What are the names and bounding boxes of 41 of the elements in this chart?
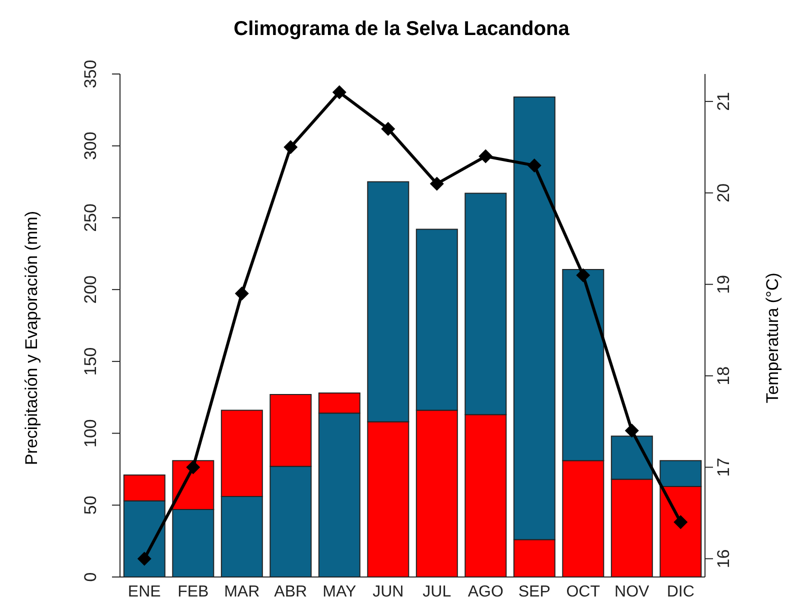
point bbox=[576, 268, 590, 282]
y-tick-label: 100 bbox=[81, 419, 100, 448]
y2-tick-label: 19 bbox=[714, 274, 733, 294]
y-axis-title: Precipitación y Evaporación (mm) bbox=[22, 210, 42, 466]
point bbox=[284, 140, 298, 154]
point bbox=[674, 515, 688, 530]
point bbox=[624, 424, 639, 438]
y2-axis-title: Temperatura (°C) bbox=[763, 272, 783, 404]
y2-tick-label: 18 bbox=[714, 366, 733, 386]
x-tick-label: DIC bbox=[666, 583, 694, 600]
x-tick-label: ENE bbox=[128, 583, 161, 600]
x-tick-label: JUN bbox=[372, 583, 404, 600]
x-tick-label: MAY bbox=[322, 583, 356, 600]
y-tick-label: 150 bbox=[81, 347, 100, 376]
y2-tick-label: 17 bbox=[714, 458, 733, 477]
point bbox=[186, 460, 200, 474]
x-tick-label: NOV bbox=[614, 583, 650, 600]
y2-tick-label: 21 bbox=[714, 92, 733, 111]
point bbox=[234, 286, 249, 300]
y-tick-label: 0 bbox=[81, 572, 100, 582]
point bbox=[137, 552, 152, 566]
point bbox=[430, 176, 444, 191]
x-tick-label: SEP bbox=[518, 583, 550, 600]
x-tick-label: AGO bbox=[468, 583, 504, 600]
x-tick-label: ABR bbox=[274, 583, 308, 600]
point bbox=[527, 158, 542, 172]
point bbox=[381, 122, 396, 136]
y-tick-label: 200 bbox=[81, 275, 100, 304]
x-tick-label: MAR bbox=[224, 583, 260, 600]
x-tick-label: OCT bbox=[566, 583, 600, 600]
chart-title: Climograma de la Selva Lacandona bbox=[232, 18, 570, 41]
y-tick-label: 50 bbox=[81, 496, 100, 515]
y2-tick-label: 20 bbox=[714, 183, 733, 202]
x-tick-label: FEB bbox=[178, 583, 209, 600]
x-tick-label: JUL bbox=[422, 583, 452, 600]
y-tick-label: 350 bbox=[81, 60, 100, 88]
point bbox=[332, 85, 346, 100]
y-tick-label: 250 bbox=[81, 204, 100, 232]
point bbox=[478, 149, 493, 164]
y2-tick-label: 16 bbox=[714, 549, 733, 568]
y-tick-label: 300 bbox=[81, 132, 100, 160]
